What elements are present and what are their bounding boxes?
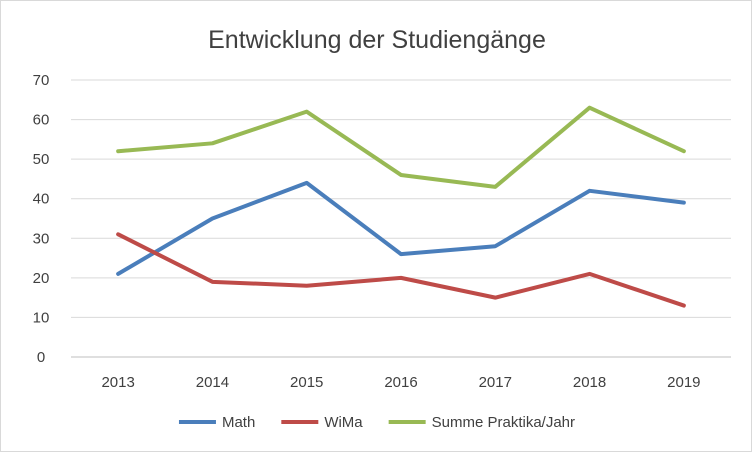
y-tick-label: 50 (33, 151, 50, 168)
y-tick-label: 70 (33, 72, 50, 89)
legend-label-summe-praktika-jahr: Summe Praktika/Jahr (432, 414, 575, 431)
series-line-wima (116, 232, 686, 308)
x-tick-label: 2014 (196, 374, 229, 391)
legend-label-math: Math (222, 414, 255, 431)
gridlines (71, 79, 731, 358)
y-tick-label: 10 (33, 309, 50, 326)
x-axis: 2013 2014 2015 2016 2017 2018 2019 (101, 374, 700, 391)
y-tick-label: 0 (37, 349, 45, 366)
y-tick-label: 20 (33, 270, 50, 287)
x-tick-label: 2018 (573, 374, 606, 391)
y-tick-label: 40 (33, 191, 50, 208)
x-tick-label: 2017 (479, 374, 512, 391)
y-axis: 0 10 20 30 40 50 60 70 (33, 72, 50, 366)
y-tick-label: 60 (33, 112, 50, 129)
x-tick-label: 2013 (101, 374, 134, 391)
x-tick-label: 2016 (384, 374, 417, 391)
y-tick-label: 30 (33, 230, 50, 247)
series-line-math (116, 180, 686, 276)
series-line-summe-praktika-jahr (116, 105, 686, 189)
legend-label-wima: WiMa (324, 414, 363, 431)
legend: Math WiMa Summe Praktika/Jahr (178, 414, 575, 431)
series-lines (116, 105, 686, 308)
x-tick-label: 2019 (667, 374, 700, 391)
chart-title: Entwicklung der Studiengänge (208, 26, 546, 54)
x-tick-label: 2015 (290, 374, 323, 391)
